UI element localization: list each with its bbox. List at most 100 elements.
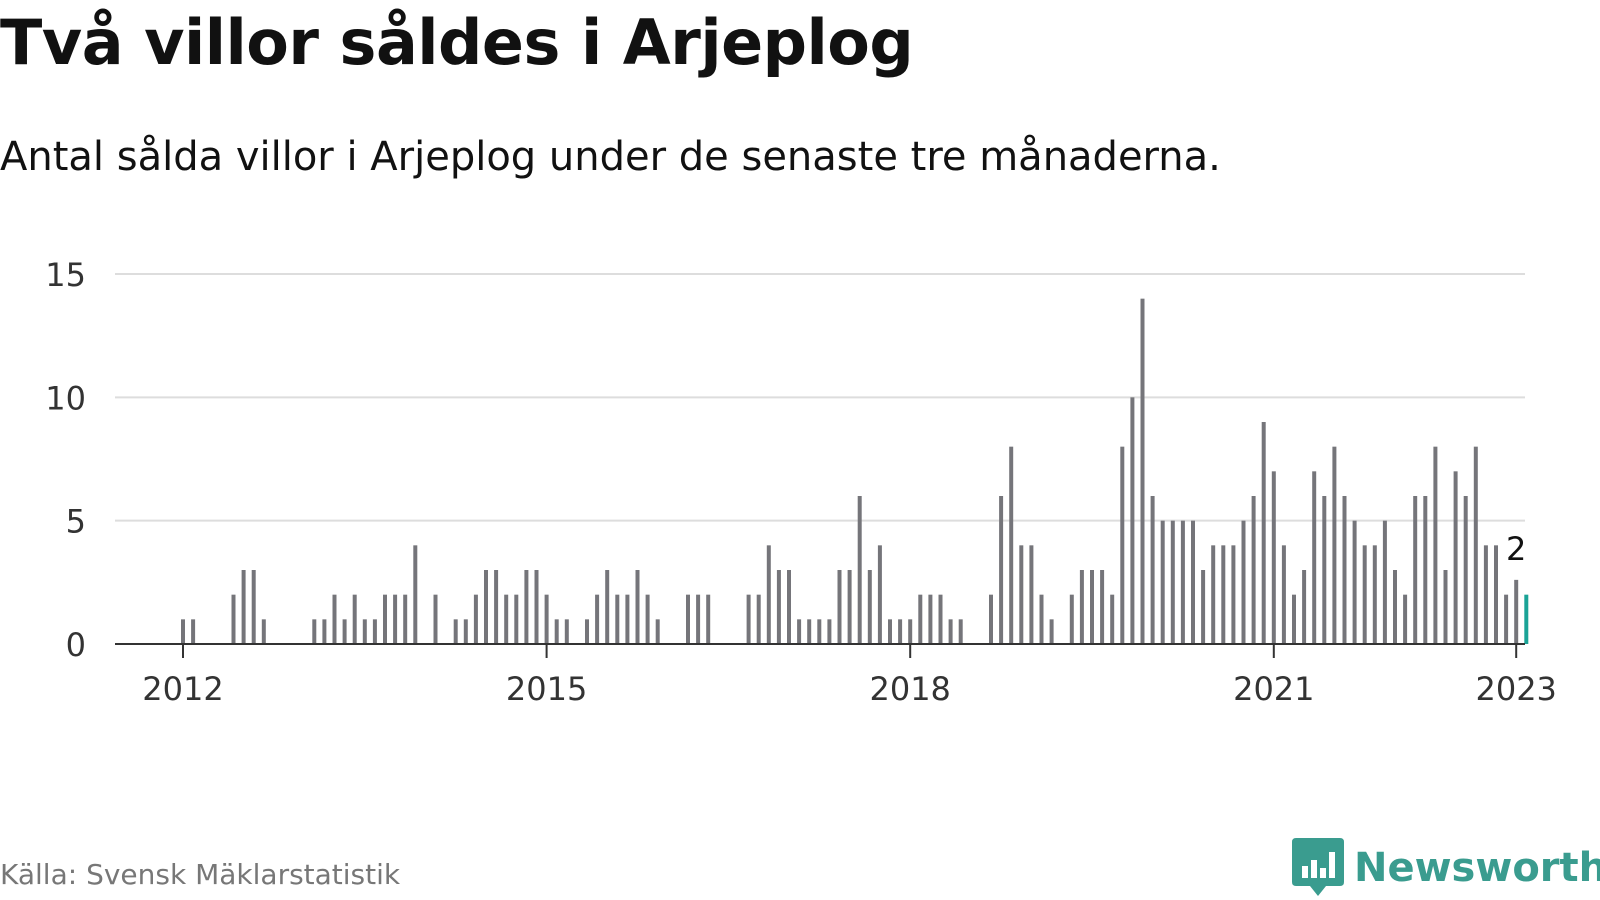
bar: [867, 570, 872, 644]
bar: [1504, 594, 1509, 644]
bar: [494, 570, 499, 644]
bar: [948, 619, 953, 644]
bar: [928, 594, 933, 644]
bar: [1453, 471, 1458, 644]
bar: [888, 619, 892, 644]
bar: [393, 594, 398, 644]
newsworthy-logo-icon: [1292, 838, 1344, 896]
bar: [857, 496, 862, 644]
bar: [1019, 545, 1024, 644]
bar: [251, 570, 256, 644]
bar: [1413, 496, 1418, 644]
bar: [383, 594, 387, 644]
bar: [1281, 545, 1286, 644]
bar: [312, 619, 317, 644]
bar: [1029, 545, 1034, 644]
bar: [1201, 570, 1206, 644]
bar: [1443, 570, 1448, 644]
bar: [938, 594, 943, 644]
bar: [807, 619, 812, 644]
chart-subtitle: Antal sålda villor i Arjeplog under de s…: [0, 134, 1221, 180]
bar: [1221, 545, 1226, 644]
bar: [1322, 496, 1327, 644]
bar: [1514, 579, 1519, 644]
bar: [625, 594, 630, 644]
bar: [615, 594, 620, 644]
bar: [332, 594, 337, 644]
bar: [1009, 446, 1014, 644]
bar: [1231, 545, 1236, 644]
bar: [342, 619, 347, 644]
bar: [817, 619, 822, 644]
bar: [372, 619, 377, 644]
bar: [261, 619, 266, 644]
bar: [1079, 570, 1084, 644]
bar: [1170, 520, 1175, 644]
bar: [837, 570, 842, 644]
bar: [877, 545, 882, 644]
chart-title: Två villor såldes i Arjeplog: [0, 6, 914, 79]
y-tick-label: 0: [66, 626, 86, 664]
bar: [322, 619, 327, 644]
bar: [473, 594, 478, 644]
bar: [463, 619, 468, 644]
bar: [1403, 594, 1408, 644]
y-tick-label: 15: [45, 256, 86, 294]
bar: [191, 619, 196, 644]
bar: [1191, 520, 1195, 644]
bar: [241, 570, 246, 644]
bar: [1302, 570, 1307, 644]
bar: [655, 619, 660, 644]
bar: [696, 594, 701, 644]
bar: [605, 570, 610, 644]
bar: [1110, 594, 1115, 644]
bar: [524, 570, 529, 644]
bar: [544, 594, 549, 644]
bar: [231, 594, 236, 644]
bar: [847, 570, 852, 644]
bar: [1039, 594, 1044, 644]
bar: [554, 619, 559, 644]
bar: [484, 570, 488, 644]
bar: [1241, 520, 1246, 644]
bar: [908, 619, 913, 644]
bar: [403, 594, 408, 644]
bar: [1160, 520, 1165, 644]
bar: [1261, 422, 1266, 644]
bar: [1473, 446, 1478, 644]
x-tick-label: 2023: [1475, 670, 1556, 708]
bar: [1090, 570, 1094, 644]
bar: [1524, 594, 1529, 644]
bar: [1433, 446, 1438, 644]
bar: [1332, 446, 1337, 644]
bar: [1140, 298, 1145, 644]
bar: [1120, 446, 1125, 644]
bar: [1069, 594, 1074, 644]
bar: [1483, 545, 1488, 644]
bar: [918, 594, 923, 644]
brand-name: Newsworthy: [1354, 845, 1600, 891]
bar: [999, 496, 1004, 644]
bar: [514, 594, 519, 644]
bar: [797, 619, 802, 644]
bar: [534, 570, 539, 644]
bar: [1393, 570, 1397, 644]
bar: [776, 570, 781, 644]
bar: [635, 570, 640, 644]
bar: [1251, 496, 1256, 644]
bar: [1463, 496, 1468, 644]
bar: [686, 594, 690, 644]
bar: [1372, 545, 1377, 644]
bar: [1100, 570, 1105, 644]
bar: [504, 594, 509, 644]
x-tick-label: 2018: [869, 670, 950, 708]
bar: [352, 594, 357, 644]
bar: [958, 619, 963, 644]
bar: [1211, 545, 1216, 644]
y-tick-label: 5: [66, 503, 86, 541]
bar: [1423, 496, 1428, 644]
bar: [706, 594, 711, 644]
bar: [362, 619, 367, 644]
bar: [1382, 520, 1387, 644]
